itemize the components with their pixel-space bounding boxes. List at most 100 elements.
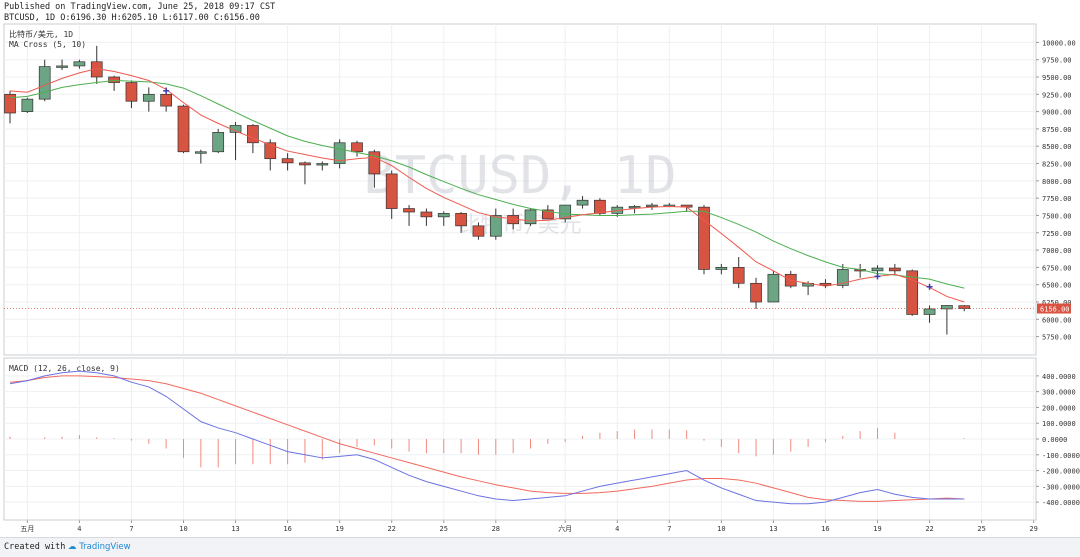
- candle-down: [247, 125, 259, 144]
- price-axis-label: 6750.00: [1042, 264, 1072, 272]
- time-axis-label: 29: [1029, 525, 1037, 533]
- time-axis-label: 13: [769, 525, 777, 533]
- macd-line: [9, 370, 965, 505]
- candle-up: [646, 204, 658, 207]
- candle-down: [472, 225, 485, 237]
- footer-bar: Created with ☁ TradingView: [0, 537, 1080, 557]
- time-axis-label: 25: [977, 525, 985, 533]
- ma-fast-line: [9, 68, 965, 303]
- candle-up: [212, 132, 225, 153]
- candle-down: [125, 82, 138, 102]
- macd-axis-label: -400.0000: [1042, 499, 1080, 507]
- price-axis-label: 9500.00: [1042, 74, 1072, 82]
- candle-up: [941, 305, 953, 310]
- candle-down: [177, 105, 190, 153]
- macd-axis-label: 200.0000: [1042, 404, 1076, 412]
- candle-down: [541, 209, 554, 220]
- candle-up: [333, 142, 346, 164]
- price-axis-label: 8750.00: [1042, 126, 1072, 134]
- time-axis-label: 六月: [558, 524, 572, 533]
- time-axis-label: 10: [717, 525, 725, 533]
- price-axis-label: 8000.00: [1042, 178, 1072, 186]
- published-line: Published on TradingView.com, June 25, 2…: [4, 2, 276, 12]
- candle-up: [715, 267, 728, 270]
- time-axis-label: 25: [440, 525, 448, 533]
- price-pane: [3, 23, 1037, 356]
- candle-down: [906, 270, 919, 315]
- time-axis-label: 4: [77, 525, 81, 533]
- candle-down: [299, 162, 311, 166]
- macd-axis-label: 100.0000: [1042, 420, 1076, 428]
- watermark: BTCUSD, 1D: [363, 146, 676, 206]
- macd-axis-label: -300.0000: [1042, 483, 1080, 491]
- price-axis-label: 6000.00: [1042, 316, 1072, 324]
- candle-up: [559, 204, 572, 220]
- price-axis-label: 7000.00: [1042, 247, 1072, 255]
- macd-axis-label: -100.0000: [1042, 452, 1080, 460]
- macd-axis-label: 300.0000: [1042, 389, 1076, 397]
- candle-down: [958, 305, 971, 309]
- price-axis-label: 6500.00: [1042, 282, 1072, 290]
- time-axis-label: 16: [821, 525, 829, 533]
- last-price-tag: [1037, 303, 1071, 314]
- candle-down: [264, 142, 277, 160]
- tradingview-brand: TradingView: [79, 542, 131, 552]
- candle-up: [73, 61, 86, 67]
- candle-down: [281, 158, 294, 164]
- ma-slow-line: [9, 79, 965, 289]
- ohlc-line: BTCUSD, 1D O:6196.30 H:6205.10 L:6117.00…: [4, 13, 260, 23]
- candle-down: [403, 208, 415, 213]
- time-axis-label: 10: [179, 525, 187, 533]
- time-axis-label: 13: [231, 525, 239, 533]
- time-axis-label: 28: [492, 525, 500, 533]
- price-axis-label: 6250.00: [1042, 299, 1072, 307]
- time-axis-label: 五月: [20, 525, 34, 533]
- candle-up: [316, 163, 329, 166]
- candle-up: [56, 65, 68, 68]
- macd-legend: MACD (12, 26, close, 9): [9, 364, 120, 373]
- candle-down: [594, 199, 606, 214]
- candle-down: [732, 267, 745, 284]
- time-axis-label: 22: [925, 525, 933, 533]
- candle-up: [195, 151, 207, 154]
- time-axis-label: 19: [335, 525, 343, 533]
- candle-down: [750, 282, 762, 303]
- candle-down: [888, 267, 901, 272]
- time-axis-label: 7: [129, 525, 133, 533]
- time-axis-label: 4: [615, 525, 619, 533]
- price-axis-label: 7750.00: [1042, 195, 1072, 203]
- chart-header: Published on TradingView.com, June 25, 2…: [4, 2, 275, 24]
- tradingview-logo[interactable]: ☁ TradingView: [68, 542, 131, 552]
- candle-down: [108, 76, 120, 83]
- price-axis-label: 5750.00: [1042, 334, 1072, 342]
- candle-up: [923, 308, 936, 315]
- candle-down: [368, 151, 381, 175]
- candle-down: [420, 211, 433, 218]
- created-with-label: Created with: [4, 542, 66, 552]
- price-axis-label: 9750.00: [1042, 57, 1072, 65]
- time-axis-label: 19: [873, 525, 881, 533]
- macd-axis-label: 0.0000: [1042, 436, 1067, 444]
- candle-down: [455, 213, 467, 227]
- macd-signal-line: [9, 375, 965, 502]
- price-legend: MA Cross (5, 10): [9, 40, 86, 49]
- macd-axis-label: -200.0000: [1042, 468, 1080, 476]
- price-axis-label: 8250.00: [1042, 161, 1072, 169]
- chart-canvas[interactable]: 10000.00 9750.00 9500.00 9250.00 9000.00 8750…: [0, 0, 1080, 537]
- candle-down: [385, 173, 398, 209]
- macd-axis-label: 400.0000: [1042, 373, 1076, 381]
- candle-up: [489, 215, 502, 237]
- time-axis-label: 16: [283, 525, 291, 533]
- price-legend: 比特币/美元, 1D: [9, 29, 73, 39]
- candle-up: [524, 209, 537, 225]
- candle-up: [836, 269, 849, 286]
- candle-down: [698, 206, 710, 270]
- candle-up: [576, 199, 589, 206]
- candle-down: [351, 142, 363, 153]
- candle-down: [4, 93, 16, 114]
- candle-up: [21, 98, 34, 112]
- price-axis-label: 10000.00: [1042, 39, 1076, 47]
- candle-down: [160, 93, 172, 107]
- candle-up: [628, 206, 641, 209]
- candle-down: [819, 282, 832, 286]
